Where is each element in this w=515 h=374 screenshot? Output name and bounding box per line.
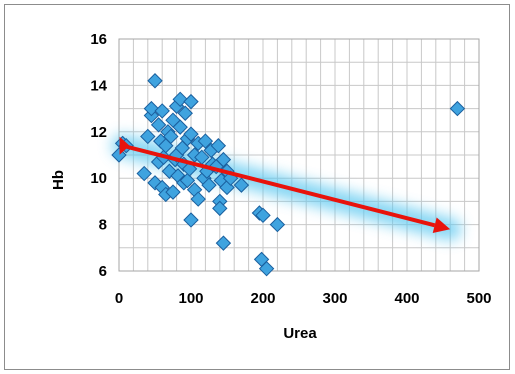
x-tick-label: 100 [178, 290, 203, 307]
y-axis-title: Hb [50, 170, 67, 190]
data-point [147, 73, 163, 89]
y-axis-ticks: 6 8 10 12 14 16 [90, 31, 107, 280]
x-tick-label: 400 [394, 290, 419, 307]
data-point [154, 103, 170, 119]
data-point [210, 138, 227, 154]
trend-arrow-group [119, 136, 451, 234]
x-tick-label: 200 [250, 290, 275, 307]
data-point [233, 177, 250, 193]
x-tick-label: 500 [466, 290, 491, 307]
data-point [165, 184, 181, 200]
x-tick-label: 0 [115, 290, 123, 307]
data-point [183, 212, 199, 228]
data-point [215, 235, 232, 251]
data-point [163, 128, 179, 145]
data-point [183, 93, 199, 110]
data-point [255, 207, 271, 224]
data-point [177, 105, 193, 121]
data-point [172, 119, 188, 135]
x-axis-ticks: 0 100 200 300 400 500 [115, 290, 492, 307]
data-point [212, 200, 228, 217]
y-tick-label: 12 [90, 124, 107, 141]
y-tick-label: 14 [90, 77, 107, 94]
data-point [201, 177, 217, 193]
scatter-chart: 6 8 10 12 14 16 0 100 200 300 400 500 Urea Hb [50, 31, 492, 342]
x-axis-title: Urea [283, 325, 317, 342]
y-tick-label: 8 [99, 217, 107, 234]
data-point [190, 191, 206, 207]
y-tick-label: 16 [90, 31, 107, 48]
data-point [269, 216, 286, 233]
data-point [143, 100, 160, 117]
data-point [172, 91, 188, 108]
data-point [140, 128, 156, 145]
data-points [111, 73, 466, 277]
trend-arrow-start-cap [119, 136, 130, 155]
y-tick-label: 10 [90, 170, 107, 187]
data-point [150, 117, 167, 133]
data-point [449, 100, 466, 117]
trend-arrow-head [432, 217, 451, 234]
chart-area: 6 8 10 12 14 16 0 100 200 300 400 500 Urea Hb [4, 4, 510, 370]
trend-arrow-line [122, 143, 436, 228]
data-point [197, 133, 214, 149]
data-point [183, 126, 199, 142]
data-point [179, 172, 196, 189]
data-point [136, 165, 152, 182]
data-point [258, 260, 275, 277]
y-tick-label: 6 [99, 263, 107, 280]
data-point [215, 151, 232, 168]
x-tick-label: 300 [322, 290, 347, 307]
